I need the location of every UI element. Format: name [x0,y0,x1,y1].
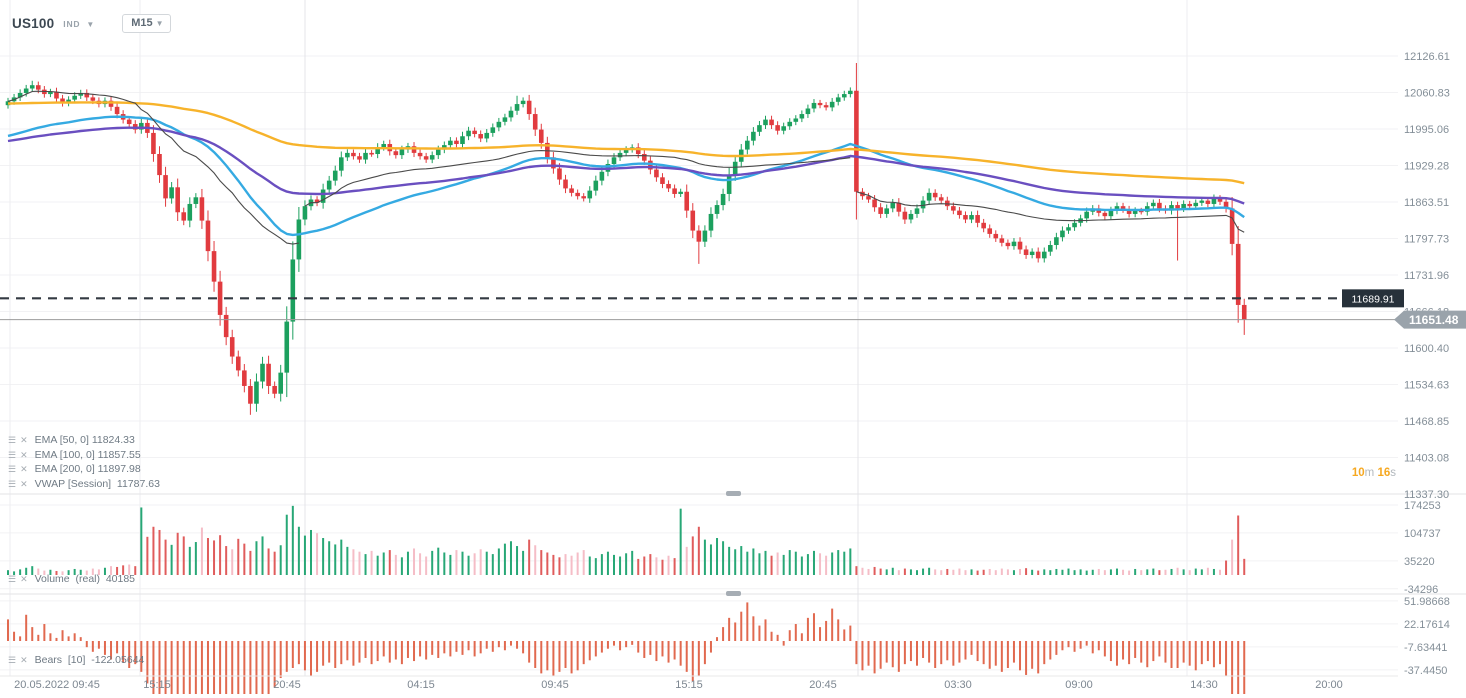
indicator-remove-icon[interactable]: ✕ [20,463,28,474]
svg-text:12126.61: 12126.61 [1404,51,1450,63]
volume-bars-layer [7,505,1246,575]
bears-legend-label: Bears [10] -122.05644 [34,653,145,666]
svg-text:09:00: 09:00 [1065,679,1093,691]
svg-text:03:30: 03:30 [944,679,972,691]
indicator-legend-vwap: ☰ ✕ VWAP [Session] 11787.63 [8,477,160,490]
timeframe-button[interactable]: M15 ▼ [122,13,171,33]
countdown-minutes-unit: m [1364,467,1375,479]
svg-text:11600.40: 11600.40 [1404,343,1449,355]
indicator-remove-icon[interactable]: ✕ [20,449,28,460]
chevron-down-icon[interactable]: ▼ [86,19,95,29]
indicator-label: EMA [100, 0] 11857.55 [34,448,141,461]
indicator-settings-icon[interactable]: ☰ [8,463,17,474]
svg-text:174253: 174253 [1404,500,1441,512]
indicator-remove-icon[interactable]: ✕ [20,573,28,584]
svg-text:20.05.2022 09:45: 20.05.2022 09:45 [14,679,100,691]
indicator-remove-icon[interactable]: ✕ [20,434,28,445]
svg-text:22.17614: 22.17614 [1404,619,1450,631]
svg-text:11468.85: 11468.85 [1404,416,1449,428]
candle-countdown-timer: 10m 16s [1306,467,1396,479]
indicator-label: VWAP [Session] 11787.63 [34,477,160,490]
indicator-remove-icon[interactable]: ✕ [20,654,28,665]
indicator-settings-icon[interactable]: ☰ [8,434,17,445]
svg-text:09:45: 09:45 [541,679,569,691]
chevron-down-icon: ▼ [155,18,164,28]
svg-text:04:15: 04:15 [407,679,435,691]
svg-text:12060.83: 12060.83 [1404,88,1450,100]
indicator-remove-icon[interactable]: ✕ [20,478,28,489]
svg-text:11689.91: 11689.91 [1351,293,1394,305]
timeframe-label: M15 [131,16,153,29]
svg-text:11651.48: 11651.48 [1409,313,1459,327]
svg-text:11403.08: 11403.08 [1404,453,1449,465]
instrument-header: US100 IND ▼ M15 ▼ [12,12,171,34]
pane-resize-handles[interactable] [726,491,741,596]
indicator-label: EMA [50, 0] 11824.33 [34,433,135,446]
indicator-legend-ema100: ☰ ✕ EMA [100, 0] 11857.55 [8,448,141,461]
svg-text:11929.28: 11929.28 [1404,161,1449,173]
svg-text:20:00: 20:00 [1315,679,1343,691]
svg-text:20:45: 20:45 [809,679,837,691]
volume-legend: ☰ ✕ Volume (real) 40185 [8,572,135,585]
svg-text:14:30: 14:30 [1190,679,1218,691]
volume-legend-label: Volume (real) 40185 [34,572,136,585]
countdown-seconds-unit: s [1390,467,1396,479]
indicator-settings-icon[interactable]: ☰ [8,478,17,489]
svg-text:11534.63: 11534.63 [1404,380,1449,392]
svg-text:51.98668: 51.98668 [1404,596,1450,608]
svg-text:35220: 35220 [1404,556,1435,568]
svg-text:-7.63441: -7.63441 [1404,642,1447,654]
indicator-settings-icon[interactable]: ☰ [8,573,17,584]
price-axis[interactable]: 12126.61 12060.83 11995.06 11929.28 11863.51… [1404,51,1450,677]
svg-text:15:15: 15:15 [675,679,703,691]
price-marker-lines-layer [0,297,1400,321]
bears-legend: ☰ ✕ Bears [10] -122.05644 [8,653,144,666]
countdown-minutes: 10 [1351,467,1365,479]
indicator-legend-ema50: ☰ ✕ EMA [50, 0] 11824.33 [8,433,135,446]
moving-average-lines-layer [7,90,1245,245]
svg-text:15:15: 15:15 [143,679,171,691]
instrument-type-label: IND [63,19,81,29]
indicator-legend-ema200: ☰ ✕ EMA [200, 0] 11897.98 [8,462,141,475]
svg-text:20:45: 20:45 [273,679,301,691]
price-badges-layer: 11689.91 11651.48 [1342,289,1466,329]
svg-text:11797.73: 11797.73 [1404,234,1449,246]
bears-histogram-layer [7,602,1246,694]
svg-text:11731.96: 11731.96 [1404,270,1449,282]
svg-text:-37.4450: -37.4450 [1404,665,1447,677]
time-axis[interactable]: 20.05.2022 09:45 15:15 20:45 04:15 09:45 15:1… [14,679,1343,691]
svg-text:11995.06: 11995.06 [1404,124,1449,136]
svg-text:104737: 104737 [1404,528,1441,540]
countdown-seconds: 16 [1377,467,1391,479]
svg-text:11863.51: 11863.51 [1404,197,1449,209]
indicator-label: EMA [200, 0] 11897.98 [34,462,141,475]
svg-text:11337.30: 11337.30 [1404,489,1449,501]
indicator-settings-icon[interactable]: ☰ [8,449,17,460]
svg-text:-34296: -34296 [1404,584,1438,596]
indicator-settings-icon[interactable]: ☰ [8,654,17,665]
symbol-label: US100 [12,15,55,31]
